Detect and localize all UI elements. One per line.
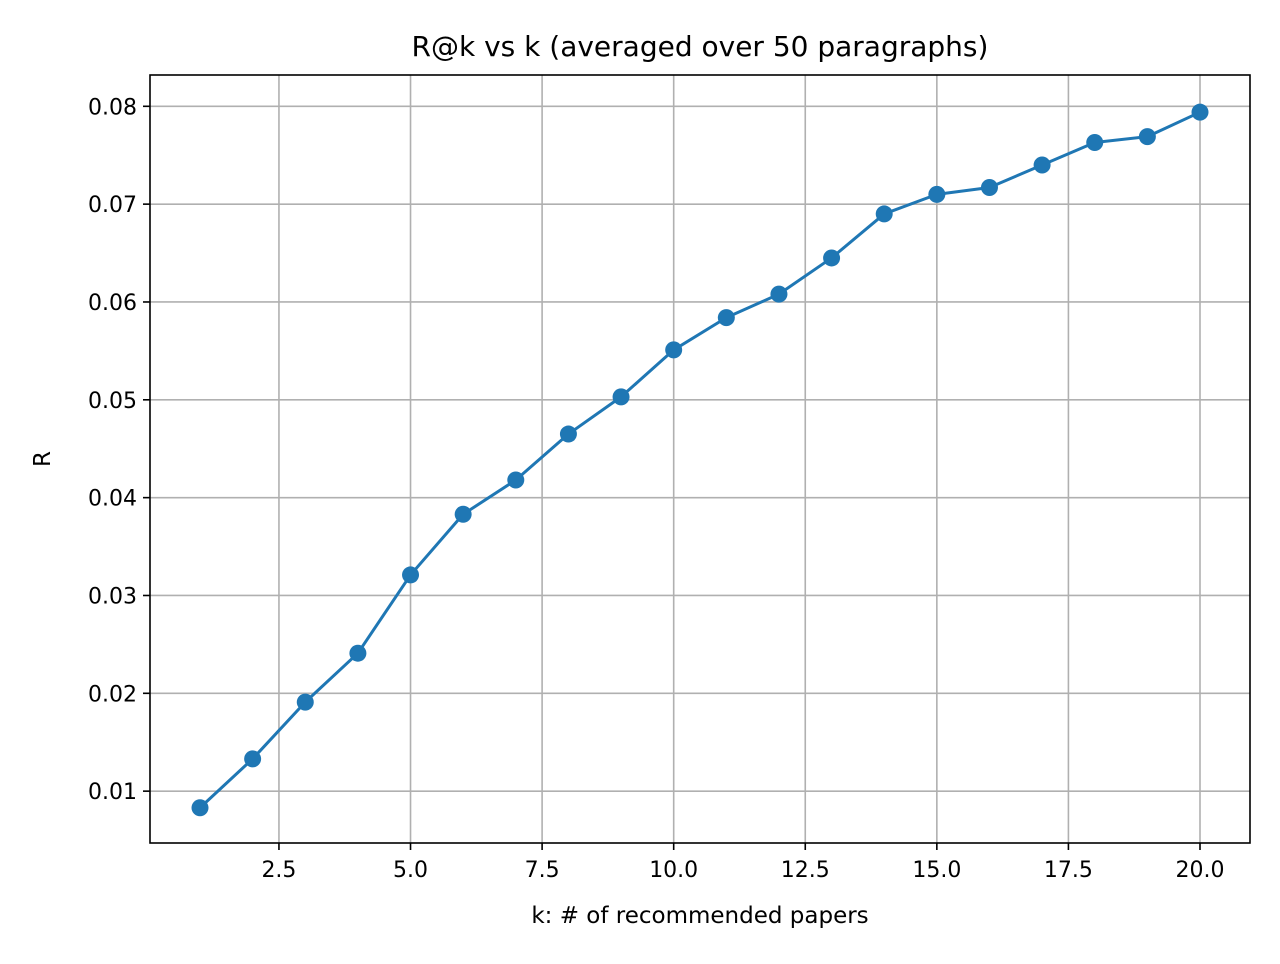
- data-point: [1138, 128, 1156, 146]
- y-tick-label: 0.03: [88, 584, 137, 609]
- y-tick-label: 0.07: [88, 193, 137, 218]
- x-tick-label: 10.0: [649, 858, 698, 883]
- x-axis-label: k: # of recommended papers: [531, 903, 868, 929]
- series-line: [198, 110, 1201, 809]
- x-tick-label: 2.5: [261, 858, 296, 883]
- y-tick-label: 0.05: [88, 389, 137, 414]
- data-point: [928, 185, 946, 203]
- data-point: [402, 566, 420, 584]
- data-point: [296, 693, 314, 711]
- y-tick-label: 0.02: [88, 682, 137, 707]
- x-tick-label: 17.5: [1044, 858, 1093, 883]
- data-point: [454, 505, 472, 523]
- y-tick-label: 0.01: [88, 780, 137, 805]
- data-point: [559, 425, 577, 443]
- data-point: [1033, 156, 1051, 174]
- data-point: [1086, 134, 1104, 152]
- x-tick-label: 12.5: [781, 858, 830, 883]
- data-point: [1191, 103, 1209, 121]
- data-point: [717, 309, 735, 327]
- y-tick-label: 0.08: [88, 95, 137, 120]
- data-point: [612, 388, 630, 406]
- data-point: [823, 249, 841, 267]
- axis-ticks: 2.5 5.0 7.5 10.0 12.5 15.0 17.5 20.0 0.01 0.02 0.0…: [88, 95, 1224, 883]
- y-tick-label: 0.06: [88, 291, 137, 316]
- data-point: [191, 799, 209, 817]
- data-point: [980, 179, 998, 197]
- x-tick-label: 15.0: [912, 858, 961, 883]
- y-tick-label: 0.04: [88, 487, 137, 512]
- chart-title: R@k vs k (averaged over 50 paragraphs): [412, 30, 989, 63]
- data-series: [191, 103, 1209, 817]
- data-point: [507, 471, 525, 489]
- data-point: [875, 205, 893, 223]
- data-point: [244, 750, 262, 768]
- grid: [150, 75, 1250, 843]
- plot-frame: [149, 74, 1251, 844]
- data-point: [665, 341, 683, 359]
- data-point: [770, 285, 788, 303]
- x-tick-label: 5.0: [393, 858, 428, 883]
- x-tick-label: 20.0: [1176, 858, 1225, 883]
- y-axis-label: R: [30, 451, 56, 467]
- x-tick-label: 7.5: [525, 858, 560, 883]
- data-point: [349, 644, 367, 662]
